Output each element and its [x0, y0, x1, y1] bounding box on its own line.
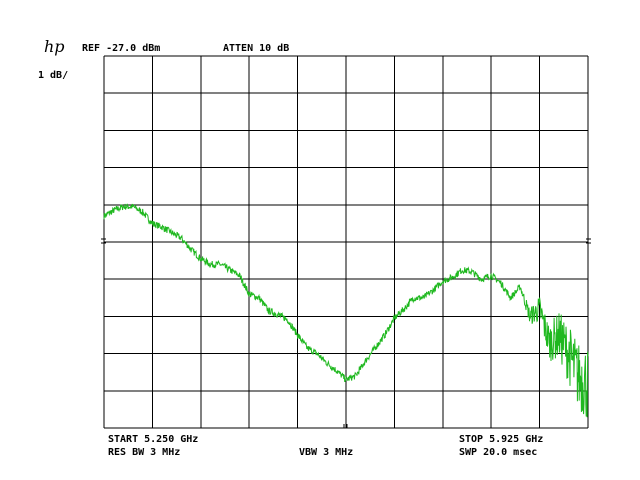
graticule-edge-marks: [101, 238, 591, 428]
stop-frequency-label: STOP 5.925 GHz: [459, 434, 544, 445]
video-bandwidth-label: VBW 3 MHz: [299, 447, 354, 458]
resolution-bandwidth-label: RES BW 3 MHz: [108, 447, 181, 458]
start-frequency-label: START 5.250 GHz: [108, 434, 199, 445]
spectrum-trace: [103, 203, 589, 418]
reference-level-label: REF -27.0 dBm: [82, 43, 161, 54]
graticule: [103, 55, 589, 429]
attenuation-label: ATTEN 10 dB: [223, 43, 290, 54]
sweep-time-label: SWP 20.0 msec: [459, 447, 538, 458]
hp-logo: hp: [44, 37, 65, 56]
scale-label: 1 dB/: [38, 70, 69, 81]
